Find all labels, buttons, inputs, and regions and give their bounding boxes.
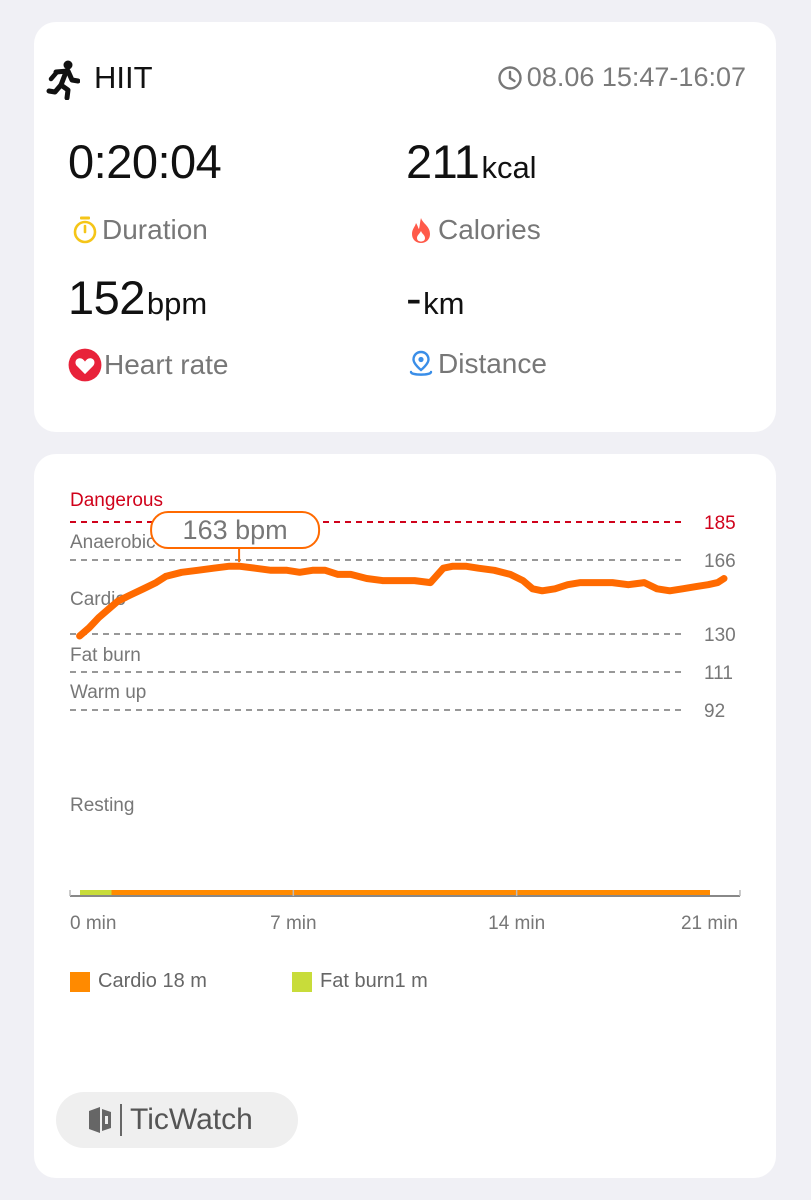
heart-icon — [68, 348, 102, 382]
hr-point — [540, 588, 545, 593]
hr-point — [128, 592, 133, 597]
legend-item-fat-burn: Fat burn1 m — [292, 970, 428, 993]
hr-point — [594, 580, 599, 585]
hr-point — [323, 568, 328, 573]
hr-point — [96, 615, 101, 620]
flame-icon — [412, 218, 430, 243]
hr-point — [195, 568, 200, 573]
fat-burn-zone-bar — [80, 890, 112, 895]
hr-point — [396, 578, 401, 583]
zone-label-warm-up: Warm up — [70, 682, 146, 703]
hr-point — [211, 566, 216, 571]
hr-point — [706, 582, 711, 587]
hr-point — [450, 564, 455, 569]
hr-point — [693, 584, 698, 589]
hr-point — [521, 578, 525, 583]
hr-point — [463, 564, 468, 569]
hr-point — [77, 634, 82, 638]
hr-point — [565, 582, 570, 587]
hr-point — [680, 586, 685, 591]
hr-point — [285, 568, 289, 573]
distance-label: Distance — [406, 348, 547, 380]
heart-rate-value: 152bpm — [68, 271, 208, 324]
calories-label: Calories — [406, 214, 541, 246]
stopwatch-icon — [73, 216, 97, 244]
brand-divider — [120, 1104, 122, 1136]
hr-point — [154, 580, 159, 585]
hr-point — [237, 564, 242, 569]
hr-point — [578, 580, 583, 585]
hr-point — [642, 580, 647, 585]
heart-rate-line — [76, 562, 728, 640]
threshold-tick-92: 92 — [704, 701, 725, 722]
zone-label-resting: Resting — [70, 795, 134, 816]
heart-rate-label: Heart rate — [68, 348, 229, 382]
hr-point — [441, 566, 446, 571]
workout-summary-card: HIIT 08.06 15:47-16:07 0:20:04 Duration … — [34, 22, 776, 432]
hr-point — [227, 564, 232, 569]
time-range: 08.06 15:47-16:07 — [497, 62, 746, 93]
workout-type: HIIT — [94, 60, 153, 95]
clock-icon — [498, 65, 522, 90]
duration-label: Duration — [70, 214, 208, 246]
heart-rate-chart-card: Dangerous Anaerobic Cardio Fat burn Warm up R… — [34, 454, 776, 1178]
hr-point — [610, 580, 615, 585]
hr-point — [141, 586, 146, 591]
hr-point — [115, 599, 120, 604]
hr-point — [626, 582, 631, 587]
threshold-tick-130: 130 — [704, 625, 736, 646]
threshold-tick-111: 111 — [704, 663, 733, 684]
hr-point — [348, 572, 353, 577]
peak-label: 163 bpm — [183, 515, 288, 545]
hr-point — [667, 588, 672, 593]
hr-point — [364, 576, 369, 581]
peak-box — [150, 511, 321, 549]
x-tick-label: 21 min — [681, 913, 738, 934]
summary-header: HIIT 08.06 15:47-16:07 — [46, 56, 746, 100]
calories-value: 211kcal — [406, 135, 537, 188]
hr-point — [492, 568, 497, 573]
legend-swatch-cardio — [70, 971, 90, 992]
legend-item-cardio: Cardio 18 m — [70, 970, 207, 993]
zone-label-fat-burn: Fat burn — [70, 645, 141, 666]
hr-point — [253, 566, 257, 571]
ticwatch-badge[interactable]: TicWatch — [56, 1092, 298, 1148]
ticwatch-logo-icon — [89, 1107, 111, 1133]
hr-point — [553, 586, 557, 591]
zone-label-dangerous: Dangerous — [70, 490, 163, 511]
hr-point — [269, 568, 273, 573]
hr-point — [336, 572, 340, 577]
threshold-tick-185: 185 — [704, 513, 736, 534]
distance-value: -km — [406, 271, 465, 324]
running-person-icon — [46, 60, 80, 100]
duration-value: 0:20:04 — [68, 135, 222, 188]
hr-point — [476, 566, 481, 571]
brand-name: TicWatch — [130, 1103, 253, 1136]
cardio-zone-bar — [111, 890, 710, 895]
hr-point — [715, 580, 720, 585]
hr-point — [179, 570, 184, 575]
hr-point — [310, 568, 315, 573]
hr-point — [428, 580, 433, 585]
hr-point — [87, 625, 92, 630]
threshold-tick-166: 166 — [704, 551, 736, 572]
x-tick-label: 7 min — [270, 913, 316, 934]
hr-point — [412, 578, 417, 583]
peak-callout: 163 bpm — [150, 511, 321, 563]
hr-point — [530, 586, 535, 591]
legend-swatch-fat-burn — [292, 971, 312, 992]
hr-point — [722, 576, 726, 581]
time-range-text: 08.06 15:47-16:07 — [526, 62, 746, 92]
hr-point — [380, 578, 385, 583]
hr-point — [106, 607, 111, 612]
hr-point — [655, 586, 659, 591]
x-tick-label: 0 min — [70, 913, 116, 934]
hr-point — [297, 570, 302, 575]
location-pin-icon — [409, 350, 433, 376]
x-tick-label: 14 min — [488, 913, 545, 934]
hr-point — [508, 572, 513, 577]
hr-point — [163, 574, 168, 579]
zone-label-anaerobic: Anaerobic — [70, 532, 156, 553]
